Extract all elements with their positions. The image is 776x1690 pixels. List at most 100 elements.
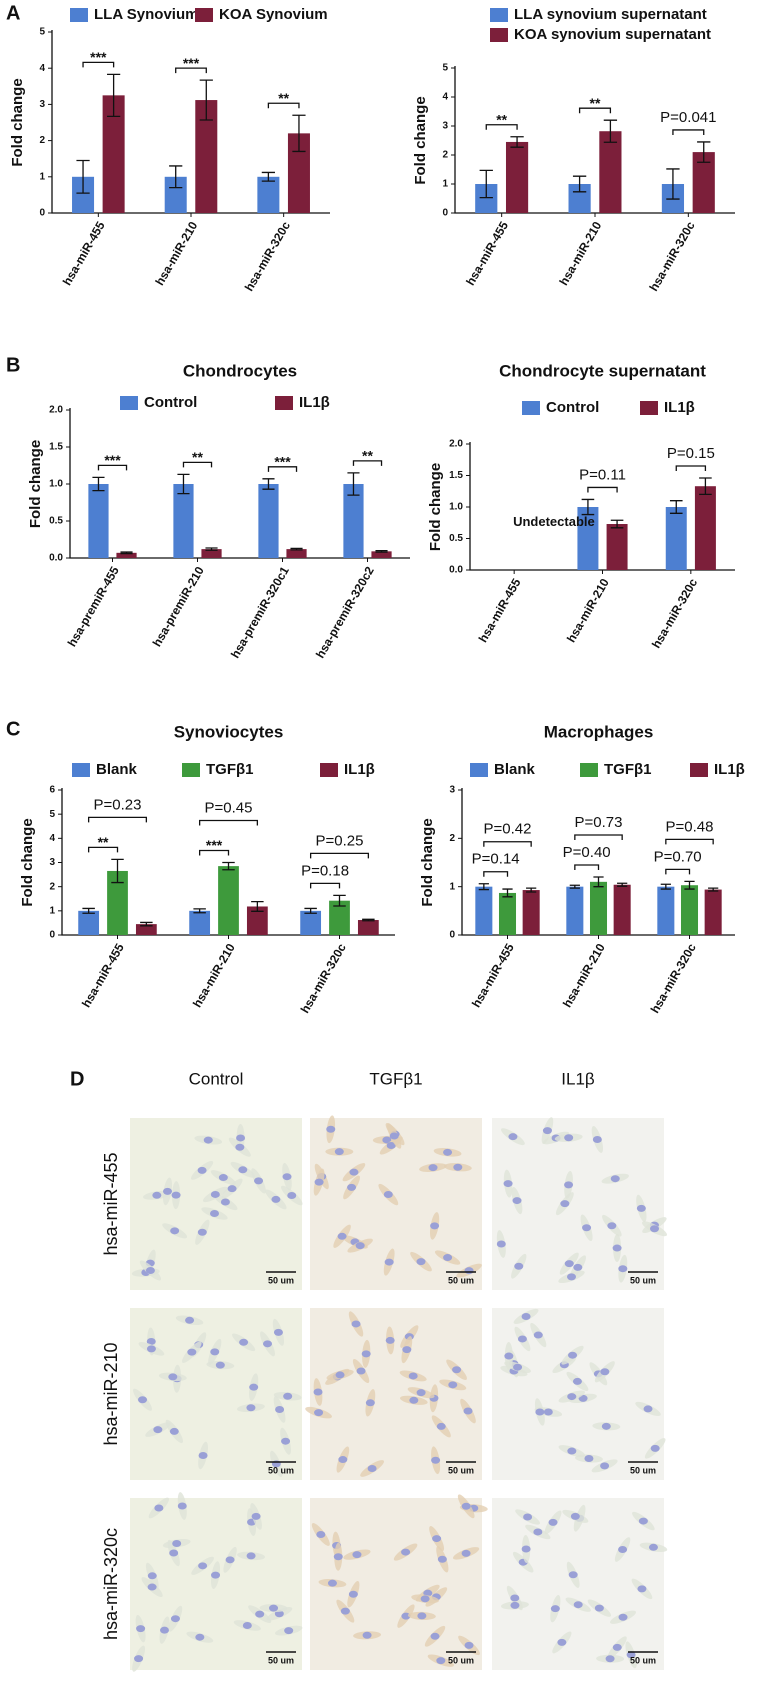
- legend-label: IL1β: [664, 399, 695, 416]
- cell-nucleus: [618, 1546, 628, 1554]
- error-bar: [375, 549, 388, 553]
- cell-nucleus: [452, 1366, 462, 1374]
- cell-nucleus: [548, 1518, 558, 1526]
- cell-nucleus: [338, 1456, 348, 1464]
- cell-nucleus: [254, 1177, 264, 1185]
- significance-bracket: [352, 460, 383, 466]
- significance-label: P=0.45: [205, 799, 253, 816]
- micrograph: 50 um: [492, 1308, 666, 1480]
- cell-nucleus: [612, 1643, 622, 1651]
- cell-nucleus: [648, 1543, 658, 1551]
- cell-nucleus: [327, 1579, 337, 1587]
- cell-nucleus: [409, 1396, 419, 1404]
- cell-nucleus: [225, 1556, 235, 1564]
- significance-label: P=0.42: [484, 821, 532, 838]
- cell-nucleus: [521, 1545, 531, 1553]
- cell-nucleus: [607, 1222, 617, 1230]
- bar: [72, 176, 95, 213]
- cell-nucleus: [510, 1601, 520, 1609]
- significance-bracket: [483, 871, 509, 877]
- cell-nucleus: [361, 1350, 371, 1358]
- cell-nucleus: [550, 1605, 560, 1613]
- cell-nucleus: [443, 1254, 453, 1262]
- cell-nucleus: [567, 1447, 577, 1455]
- y-tick-label: 1: [39, 171, 45, 182]
- cell-nucleus: [153, 1426, 163, 1434]
- significance-bracket: [672, 129, 705, 135]
- micrograph: 50 um: [130, 1492, 303, 1672]
- legend-swatch: [470, 763, 488, 777]
- cell-nucleus: [389, 1132, 399, 1140]
- cell-nucleus: [211, 1571, 221, 1579]
- bar: [329, 900, 350, 935]
- cell-nucleus: [314, 1178, 324, 1186]
- cell-nucleus: [517, 1335, 527, 1343]
- y-tick-label: 1: [442, 179, 448, 190]
- cell-nucleus: [618, 1613, 628, 1621]
- cell-nucleus: [600, 1368, 610, 1376]
- cell-nucleus: [185, 1316, 195, 1324]
- significance-bracket: [87, 816, 148, 823]
- cell-nucleus: [195, 1633, 205, 1641]
- legend-swatch: [275, 396, 293, 410]
- significance-label: P=0.15: [667, 445, 715, 462]
- cell-nucleus: [163, 1187, 173, 1195]
- cell-nucleus: [443, 1148, 453, 1156]
- y-axis-label: Fold change: [9, 78, 26, 166]
- cell-nucleus: [169, 1549, 179, 1557]
- cell-nucleus: [215, 1361, 225, 1369]
- bar: [665, 507, 687, 570]
- error-bar: [251, 901, 264, 912]
- significance-label: P=0.70: [654, 848, 702, 865]
- error-bar: [666, 168, 680, 200]
- error-bar: [708, 887, 719, 892]
- scale-bar-label: 50 um: [630, 1275, 656, 1285]
- bar: [164, 176, 187, 213]
- error-bar: [177, 473, 190, 495]
- chart-title: Chondrocyte supernatant: [499, 361, 706, 380]
- error-bar: [603, 119, 618, 143]
- micrograph-image: [310, 1308, 482, 1480]
- error-bar: [502, 888, 513, 898]
- cell-nucleus: [463, 1407, 473, 1415]
- bar: [566, 886, 584, 935]
- cell-nucleus: [461, 1549, 471, 1557]
- legend-swatch: [72, 763, 90, 777]
- chart-title: Synoviocytes: [174, 722, 284, 741]
- y-axis-label: Fold change: [412, 96, 429, 184]
- cell-nucleus: [543, 1408, 553, 1416]
- error-bar: [92, 476, 105, 492]
- cell-nucleus: [246, 1404, 256, 1412]
- cell-nucleus: [251, 1512, 261, 1520]
- legend-label: Control: [546, 399, 599, 416]
- bar: [195, 100, 218, 213]
- error-bar: [292, 114, 306, 153]
- panel-label: D: [70, 1068, 84, 1090]
- significance-label: P=0.14: [472, 851, 520, 868]
- y-tick-label: 2: [442, 150, 448, 161]
- cell-nucleus: [560, 1200, 570, 1208]
- bar: [78, 910, 100, 935]
- significance-label: ***: [274, 454, 291, 470]
- bar: [102, 95, 125, 213]
- cell-nucleus: [416, 1389, 426, 1397]
- y-tick-label: 5: [49, 809, 55, 820]
- cell-nucleus: [401, 1548, 411, 1556]
- cell-nucleus: [503, 1180, 513, 1188]
- y-tick-label: 4: [39, 63, 45, 74]
- legend-swatch: [640, 401, 658, 415]
- error-bar: [610, 519, 624, 529]
- cell-nucleus: [610, 1175, 620, 1183]
- significance-bracket: [182, 461, 213, 468]
- cell-nucleus: [197, 1228, 207, 1236]
- cell-nucleus: [453, 1163, 463, 1171]
- cell-nucleus: [242, 1621, 252, 1629]
- cell-nucleus: [573, 1263, 583, 1271]
- error-bar: [222, 861, 235, 871]
- cell-nucleus: [564, 1260, 574, 1268]
- significance-bracket: [675, 465, 707, 472]
- bar: [300, 910, 322, 935]
- y-tick-label: 3: [442, 121, 448, 132]
- note: Undetectable: [513, 514, 595, 529]
- bar: [694, 486, 716, 570]
